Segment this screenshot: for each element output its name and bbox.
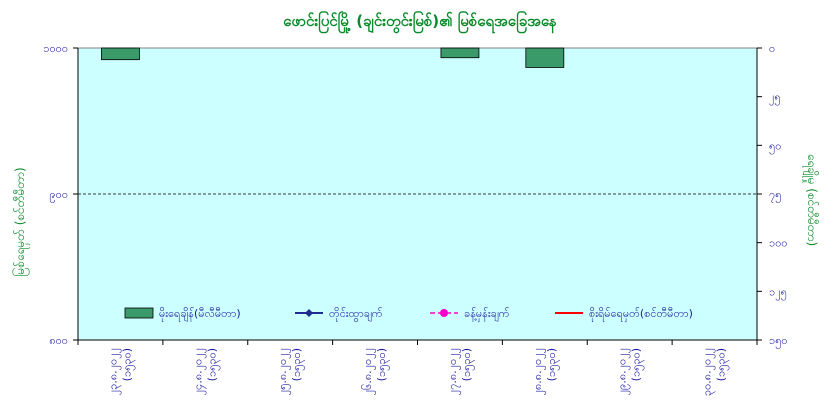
x-tick-label: ၂၈.၈.၂၀၂၂(၁၅၃၀) <box>531 348 560 395</box>
legend-label: စိုးရိမ်ရေမှတ်(စင်တီမီတာ) <box>589 307 693 322</box>
legend-label: ခန့်မှန်းချက် <box>464 307 510 322</box>
x-tick-label: ၂၇.၈.၂၀၂၂(၁၅၃၀) <box>446 348 475 395</box>
legend-item: မိုးရေချိန်(မီလီမီတာ) <box>124 307 241 322</box>
x-tick-label-line: (၁၅၃၀) <box>120 348 135 381</box>
x-tick-label-line: ၂၄.၈.၂၀၂၂ <box>191 348 206 395</box>
x-tick-label-line: ၃၀.၈.၂၀၂၂ <box>701 348 716 396</box>
x-tick-label-line: ၂၅.၈.၂၀၂၂ <box>276 348 291 395</box>
x-tick-label-line: ၂၃.၈.၂၀၂၂ <box>106 348 121 395</box>
rainfall-bar <box>101 47 140 61</box>
y-axis-right-label: ရေချိုမှု (စင်တီမီတာ) <box>802 154 820 246</box>
x-tick-label-line: (၁၅၃၀) <box>630 348 645 381</box>
y-left-tick-label: ၈၀၀ <box>49 334 68 347</box>
legend-swatch-marker <box>440 309 448 317</box>
y-axis-left-label: မြစ်ရေမှတ် (စင်တီမီတာ) <box>11 167 30 276</box>
x-tick-label-line: ၂၆.၈.၂၀၂၂ <box>361 348 376 395</box>
y-right-tick-label: ၁၂၅ <box>769 285 787 300</box>
x-tick-label: ၂၄.၈.၂၀၂၂(၁၅၃၀) <box>191 348 220 395</box>
y-right-tick-label: ၁၅၀ <box>769 334 788 349</box>
rainfall-bar <box>525 47 565 68</box>
x-tick-label: ၂၅.၈.၂၀၂၂(၁၅၃၀) <box>276 348 305 395</box>
y-left-tick-label: ၉၀၀ <box>49 188 68 203</box>
y-right-tick-label: ၅၀ <box>769 139 781 154</box>
x-tick-label-line: ၂၈.၈.၂၀၂၂ <box>531 348 546 395</box>
y-right-tick-label: ၂၅ <box>769 91 781 106</box>
legend-item: ခန့်မှန်းချက် <box>430 307 510 322</box>
x-tick-label-line: ၂၇.၈.၂၀၂၂ <box>446 348 461 395</box>
x-tick-label-line: (၁၅၃၀) <box>205 348 220 381</box>
x-tick-label-line: (၁၅၃၀) <box>460 348 475 381</box>
legend-item: တိုင်းထွာချက် <box>295 307 383 322</box>
y-right-tick-label: ၇၅ <box>769 188 781 203</box>
x-tick-label: ၂၉.၈.၂၀၂၂(၁၅၃၀) <box>616 348 645 395</box>
legend-swatch-bar <box>124 307 154 319</box>
y-right-tick-label: ၁၀၀ <box>769 237 788 250</box>
y-right-tick-label: ၀ <box>769 42 775 55</box>
legend-swatch-marker <box>305 309 313 317</box>
x-tick-label-line: (၁၅၃၀) <box>375 348 390 381</box>
x-tick-label-line: (၁၅၃၀) <box>290 348 305 381</box>
x-tick-label: ၂၃.၈.၂၀၂၂(၁၅၃၀) <box>106 348 135 395</box>
x-tick-label: ၂၆.၈.၂၀၂၂(၁၅၃၀) <box>361 348 390 395</box>
chart-title: ဖောင်းပြင်မြို့ (ချင်းတွင်းမြစ်)၏ မြစ်ရေ… <box>283 10 557 34</box>
legend-item: စိုးရိမ်ရေမှတ်(စင်တီမီတာ) <box>555 307 693 322</box>
x-tick-label: ၃၀.၈.၂၀၂၂(၁၅၃၀) <box>701 348 730 396</box>
x-tick-label-line: ၂၉.၈.၂၀၂၂ <box>616 348 631 395</box>
x-tick-label-line: (၁၅၃၀) <box>715 348 730 381</box>
y-left-tick-label: ၁၀၀၀ <box>43 42 68 55</box>
legend-label: မိုးရေချိန်(မီလီမီတာ) <box>159 307 241 322</box>
x-tick-label-line: (၁၅၃၀) <box>545 348 560 381</box>
legend-label: တိုင်းထွာချက် <box>329 307 383 322</box>
rainfall-bar <box>440 47 480 59</box>
